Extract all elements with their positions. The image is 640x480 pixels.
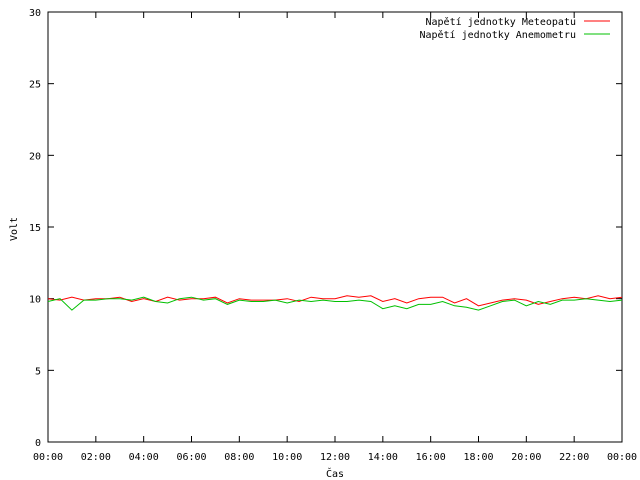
y-tick-label: 20 [29,151,41,162]
x-tick-label: 00:00 [607,452,637,463]
x-tick-label: 06:00 [176,452,206,463]
x-tick-label: 02:00 [81,452,111,463]
x-tick-label: 10:00 [272,452,302,463]
series-layer [47,295,623,311]
x-axis-label: Čas [326,467,344,480]
y-tick-label: 0 [35,438,41,449]
y-tick-label: 15 [29,223,41,234]
x-tick-label: 00:00 [33,452,63,463]
plot-frame [47,11,623,443]
axis-ticks: 0 5 10 15 20 25 30 00:00 02:00 04:00 06:00 08:00 10:… [29,8,637,463]
x-tick-label: 08:00 [224,452,254,463]
x-tick-label: 16:00 [416,452,446,463]
y-axis-label: Volt [9,217,20,241]
x-tick-label: 12:00 [320,452,350,463]
x-tick-label: 20:00 [511,452,541,463]
x-tick-label: 18:00 [463,452,493,463]
x-tick-label: 04:00 [129,452,159,463]
series-line-0 [47,295,623,307]
x-tick-label: 22:00 [559,452,589,463]
y-tick-label: 10 [29,295,41,306]
legend-label-1: Napětí jednotky Anemometru [419,29,576,41]
y-tick-label: 25 [29,80,41,91]
x-tick-label: 14:00 [368,452,398,463]
series-line-1 [47,296,623,311]
y-tick-label: 30 [29,8,41,19]
legend-label-0: Napětí jednotky Meteopatu [425,16,576,28]
y-tick-label: 5 [35,366,41,377]
